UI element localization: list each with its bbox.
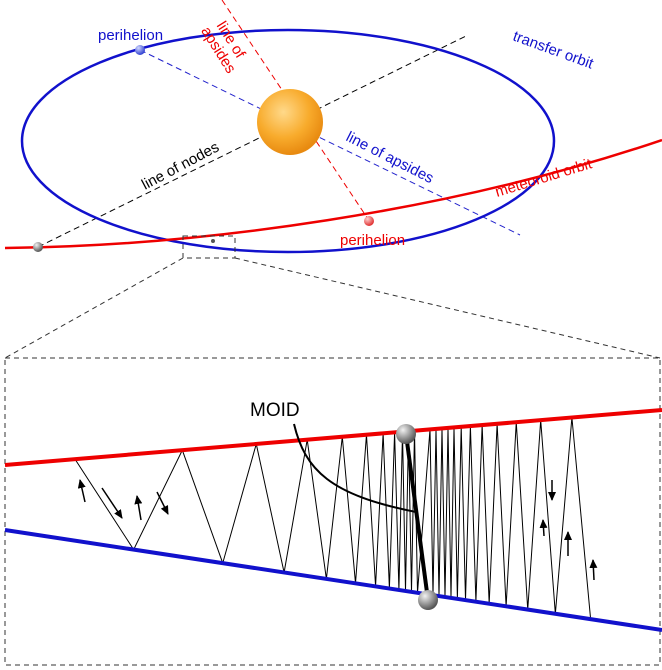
- label: line of nodes: [139, 139, 222, 194]
- meteoroid-orbit: [4, 138, 662, 250]
- node-point: [33, 242, 43, 252]
- arrow: [101, 487, 123, 519]
- perihelion-point: [364, 216, 374, 226]
- arrow: [134, 495, 143, 521]
- meteoroid-orbit-zoom: [4, 408, 662, 467]
- moid-label: MOID: [250, 400, 300, 421]
- label: perihelion: [98, 27, 163, 44]
- moid-point: [396, 424, 416, 444]
- label: meteoroid orbit: [493, 155, 594, 201]
- perihelion-point: [135, 45, 145, 55]
- arrow: [539, 519, 548, 537]
- arrow: [77, 479, 86, 503]
- moid-point: [418, 590, 438, 610]
- zoom-line: [4, 257, 184, 359]
- label: line of apsides: [197, 15, 252, 76]
- line-of-nodes: [37, 34, 469, 248]
- node-point: [211, 239, 215, 243]
- moid-line: [404, 433, 430, 601]
- label: transfer orbit: [511, 28, 597, 73]
- iterations: [74, 417, 592, 620]
- zoom-panel: [4, 357, 661, 666]
- label: perihelion: [340, 232, 405, 249]
- zoom-line: [234, 257, 661, 359]
- zoom-box: [182, 235, 236, 259]
- moid-pointer: [293, 423, 417, 513]
- arrow: [156, 491, 169, 515]
- iteration-path: [74, 417, 592, 620]
- sun: [257, 89, 323, 155]
- label: line of apsides: [343, 128, 436, 187]
- transfer-orbit-zoom: [4, 528, 662, 632]
- transfer-orbit: [20, 28, 556, 254]
- arrow: [589, 559, 598, 581]
- blue-apsides: [139, 49, 521, 236]
